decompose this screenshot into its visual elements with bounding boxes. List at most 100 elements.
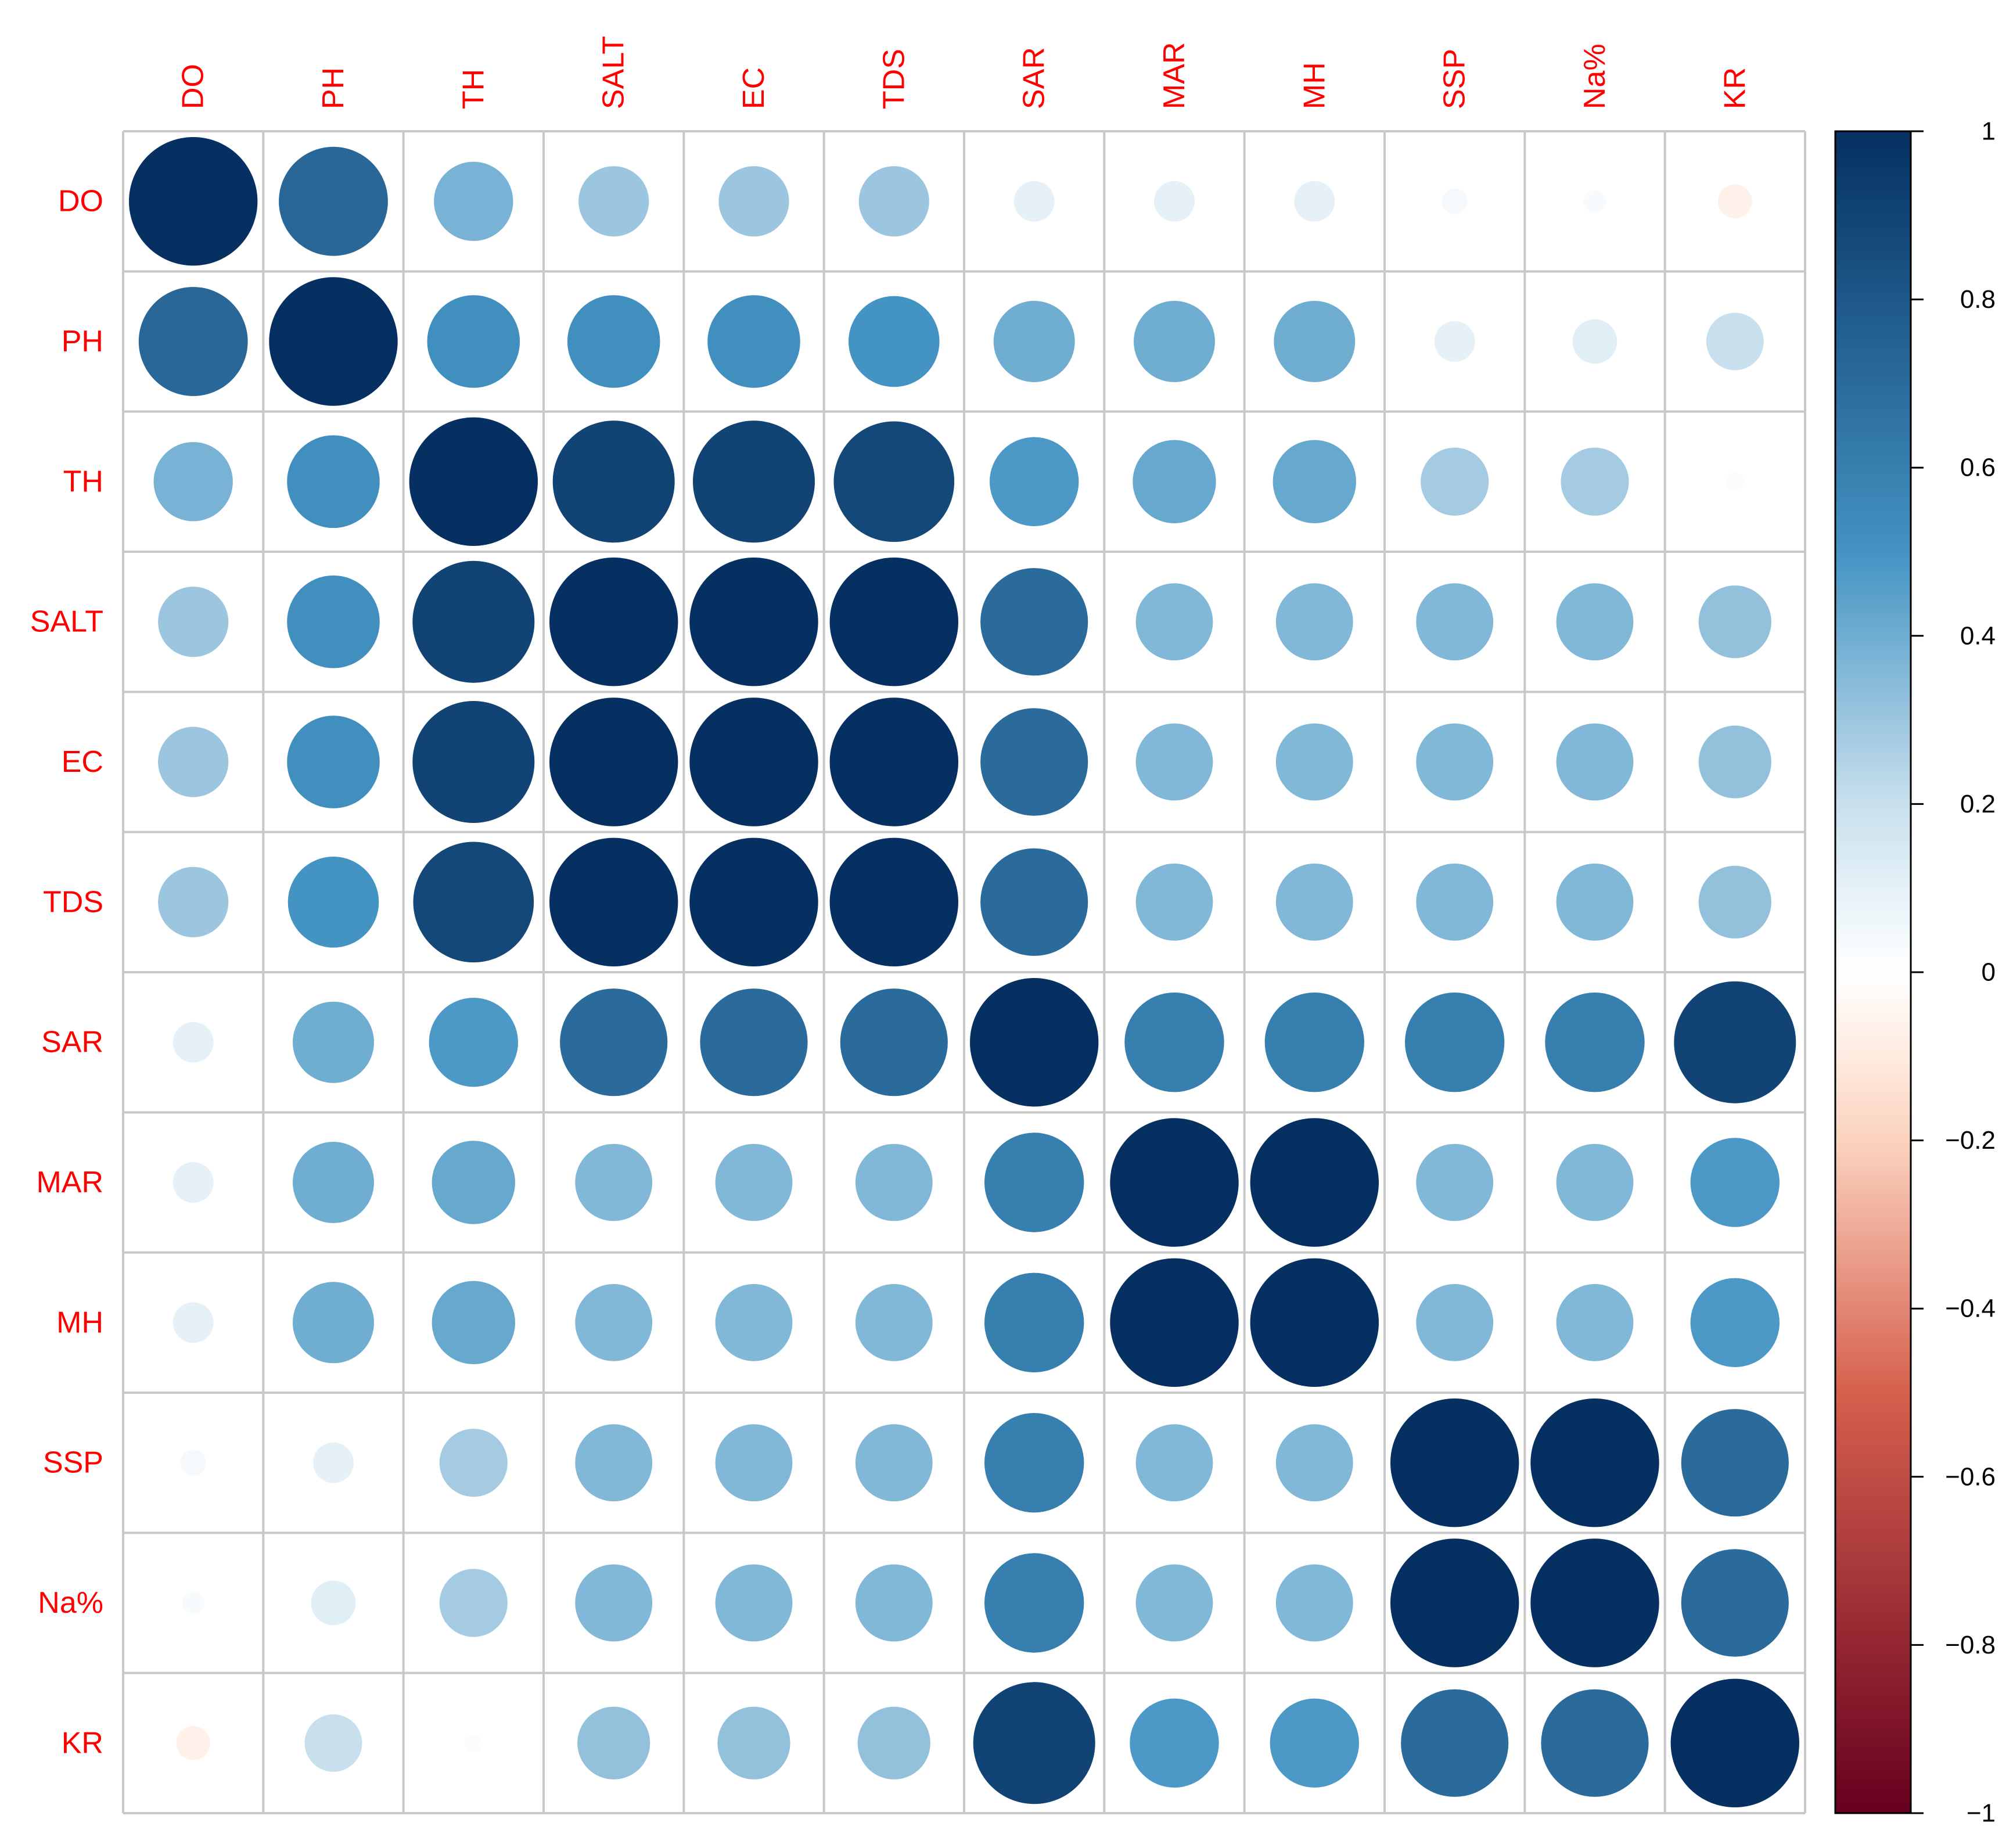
corr-circle-EC-TDS bbox=[829, 698, 959, 826]
corr-circle-EC-SSP bbox=[1416, 723, 1494, 801]
corr-circle-MH-PH bbox=[293, 1282, 374, 1364]
corr-circle-PH-KR bbox=[1706, 312, 1764, 371]
corr-circle-KR-TH bbox=[464, 1734, 483, 1752]
corr-circle-EC-KR bbox=[1698, 725, 1771, 799]
corr-circle-DO-PH bbox=[279, 146, 388, 256]
corr-circle-MAR-DO bbox=[172, 1162, 214, 1203]
corr-circle-SAR-KR bbox=[1674, 981, 1796, 1103]
corr-circle-MAR-SAR bbox=[984, 1132, 1084, 1232]
corr-circle-SALT-SALT bbox=[549, 557, 678, 686]
corr-circle-Na%-DO bbox=[182, 1591, 204, 1615]
corr-circle-MH-TDS bbox=[855, 1283, 933, 1361]
corr-circle-SSP-SSP bbox=[1390, 1398, 1519, 1527]
row-label: PH bbox=[62, 325, 103, 358]
column-label: DO bbox=[177, 64, 210, 109]
corr-circle-Na%-MAR bbox=[1135, 1564, 1213, 1642]
row-label: Na% bbox=[38, 1586, 103, 1620]
corr-circle-TH-TDS bbox=[833, 421, 955, 542]
corr-circle-PH-TDS bbox=[849, 296, 940, 387]
colorbar-tick-label: −0.4 bbox=[1945, 1295, 1996, 1323]
corr-circle-SAR-TH bbox=[429, 998, 518, 1087]
corr-circle-Na%-Na% bbox=[1530, 1538, 1659, 1667]
corr-circle-SSP-PH bbox=[313, 1442, 354, 1483]
corr-circle-SSP-TH bbox=[439, 1429, 508, 1497]
corr-circle-SSP-KR bbox=[1681, 1409, 1789, 1517]
corr-circle-EC-MH bbox=[1275, 723, 1353, 801]
corr-circle-KR-DO bbox=[176, 1726, 211, 1760]
corr-circle-SALT-Na% bbox=[1556, 583, 1634, 661]
row-label: MH bbox=[56, 1306, 103, 1339]
column-labels: DO PH TH SALT EC TDS SAR MAR MH SSP Na% KR bbox=[177, 36, 1752, 109]
corr-circle-SAR-TDS bbox=[840, 988, 948, 1096]
corr-circle-SSP-MAR bbox=[1135, 1424, 1213, 1502]
colorbar-tick-label: 0.6 bbox=[1960, 454, 1996, 482]
corr-circle-SSP-MH bbox=[1275, 1424, 1353, 1502]
column-label: TDS bbox=[877, 49, 911, 109]
corr-circle-SAR-EC bbox=[700, 988, 808, 1096]
corr-circle-PH-DO bbox=[138, 287, 248, 396]
corr-circle-TDS-PH bbox=[287, 857, 379, 948]
corr-circle-TDS-MH bbox=[1275, 863, 1353, 941]
corr-circle-SALT-KR bbox=[1698, 585, 1771, 659]
corr-circle-TDS-TH bbox=[413, 842, 534, 963]
corr-circle-SALT-TH bbox=[412, 560, 535, 683]
corr-circle-Na%-SAR bbox=[984, 1553, 1084, 1653]
corr-circle-KR-KR bbox=[1670, 1678, 1799, 1807]
corr-circle-SALT-SAR bbox=[980, 568, 1088, 676]
corr-circle-DO-MAR bbox=[1154, 181, 1195, 222]
corr-circle-SALT-MAR bbox=[1135, 583, 1213, 661]
corr-circle-DO-TH bbox=[434, 161, 513, 241]
corr-circle-SSP-DO bbox=[180, 1450, 206, 1476]
corr-circle-KR-SALT bbox=[577, 1706, 650, 1779]
corr-circle-EC-SALT bbox=[549, 698, 678, 826]
corr-circle-MH-TH bbox=[432, 1281, 515, 1364]
corr-circle-MH-Na% bbox=[1556, 1283, 1634, 1361]
corr-circle-EC-EC bbox=[689, 698, 818, 826]
colorbar-tick-label: −0.2 bbox=[1945, 1126, 1996, 1155]
colorbar-tick-label: 0.4 bbox=[1960, 621, 1996, 650]
corr-circle-MAR-MAR bbox=[1110, 1118, 1239, 1247]
corr-circle-DO-TDS bbox=[858, 166, 929, 237]
corr-circle-PH-SSP bbox=[1434, 321, 1475, 362]
corr-circle-PH-SALT bbox=[567, 295, 660, 388]
corr-circle-TH-Na% bbox=[1561, 447, 1629, 516]
colorbar-tick-label: −0.8 bbox=[1945, 1631, 1996, 1659]
corr-circle-TDS-Na% bbox=[1556, 863, 1634, 941]
corr-circle-SAR-MH bbox=[1264, 993, 1364, 1092]
corr-circle-TDS-DO bbox=[158, 867, 229, 937]
corr-circle-MH-SAR bbox=[984, 1272, 1084, 1372]
corr-circle-PH-MAR bbox=[1134, 301, 1215, 382]
column-label: SAR bbox=[1018, 47, 1051, 109]
corr-circle-EC-MAR bbox=[1135, 723, 1213, 801]
corr-circle-TDS-SALT bbox=[549, 837, 678, 967]
corr-circle-KR-PH bbox=[304, 1714, 362, 1772]
corr-circle-KR-Na% bbox=[1541, 1689, 1649, 1797]
corr-circle-TDS-TDS bbox=[829, 837, 959, 967]
corr-circle-SALT-PH bbox=[287, 575, 380, 668]
row-label: KR bbox=[62, 1726, 103, 1760]
corr-circle-KR-SSP bbox=[1401, 1689, 1509, 1797]
corr-circle-Na%-KR bbox=[1681, 1549, 1789, 1657]
corr-circle-SAR-SAR bbox=[970, 978, 1099, 1107]
corr-circle-PH-TH bbox=[427, 295, 520, 388]
corr-circle-MH-EC bbox=[715, 1283, 793, 1361]
corr-circle-SALT-TDS bbox=[829, 557, 959, 686]
corr-circle-TH-SAR bbox=[990, 437, 1079, 526]
corr-circle-MAR-TDS bbox=[855, 1144, 933, 1221]
corr-circle-MH-DO bbox=[172, 1302, 214, 1343]
corr-circle-Na%-SSP bbox=[1390, 1538, 1519, 1667]
row-label: TDS bbox=[43, 885, 103, 919]
corr-circle-Na%-MH bbox=[1275, 1564, 1353, 1642]
corr-circle-SALT-MH bbox=[1275, 583, 1353, 661]
corr-circle-TDS-SSP bbox=[1416, 863, 1494, 941]
corr-circle-MAR-MH bbox=[1250, 1118, 1379, 1247]
corr-circle-TH-DO bbox=[153, 442, 233, 522]
corr-circle-SALT-SSP bbox=[1416, 583, 1494, 661]
correlation-circles bbox=[129, 137, 1799, 1807]
corr-circle-DO-SSP bbox=[1442, 188, 1468, 214]
corr-circle-MH-MAR bbox=[1110, 1258, 1239, 1387]
column-label: MH bbox=[1297, 62, 1331, 109]
corr-circle-EC-PH bbox=[287, 716, 380, 808]
corr-circle-TH-MAR bbox=[1133, 440, 1216, 523]
corr-circle-SSP-TDS bbox=[855, 1424, 933, 1502]
